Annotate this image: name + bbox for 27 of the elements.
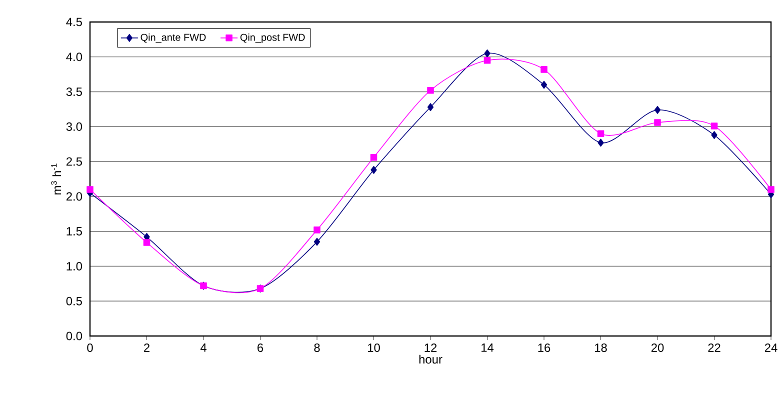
x-tick-label: 6 [258, 344, 264, 352]
y-tick-label: 4.0 [66, 52, 82, 62]
x-tick-label: 20 [651, 344, 664, 352]
x-axis-title: hour [419, 354, 442, 364]
y-tick-label: 2.5 [66, 157, 82, 166]
x-tick-label: 8 [314, 344, 320, 352]
y-tick-label: 0.0 [66, 332, 82, 340]
legend-label: Qin_ante FWD [140, 34, 206, 43]
x-tick-label: 18 [595, 344, 607, 352]
y-tick-label: 1.5 [66, 227, 82, 236]
y-tick-label: 3.5 [66, 88, 82, 96]
y-axis-title: m$^{3}$ h$^{-1}$ [51, 164, 62, 194]
x-tick-label: 10 [368, 344, 380, 352]
x-tick-label: 24 [764, 344, 778, 352]
y-tick-label: 2.0 [66, 192, 82, 201]
x-tick-label: 22 [708, 344, 720, 352]
y-tick-label: 3.0 [66, 122, 82, 131]
x-tick-label: 14 [482, 344, 494, 352]
x-tick-label: 12 [424, 344, 437, 352]
x-tick-label: 0 [87, 344, 93, 352]
y-tick-label: 0.5 [66, 296, 82, 306]
legend-label: Qin_post FWD [240, 34, 305, 43]
y-tick-label: 4.5 [66, 18, 82, 26]
x-tick-label: 4 [200, 344, 206, 352]
x-tick-label: 2 [144, 344, 150, 352]
y-tick-label: 1.0 [66, 262, 82, 270]
x-tick-label: 16 [538, 344, 550, 352]
